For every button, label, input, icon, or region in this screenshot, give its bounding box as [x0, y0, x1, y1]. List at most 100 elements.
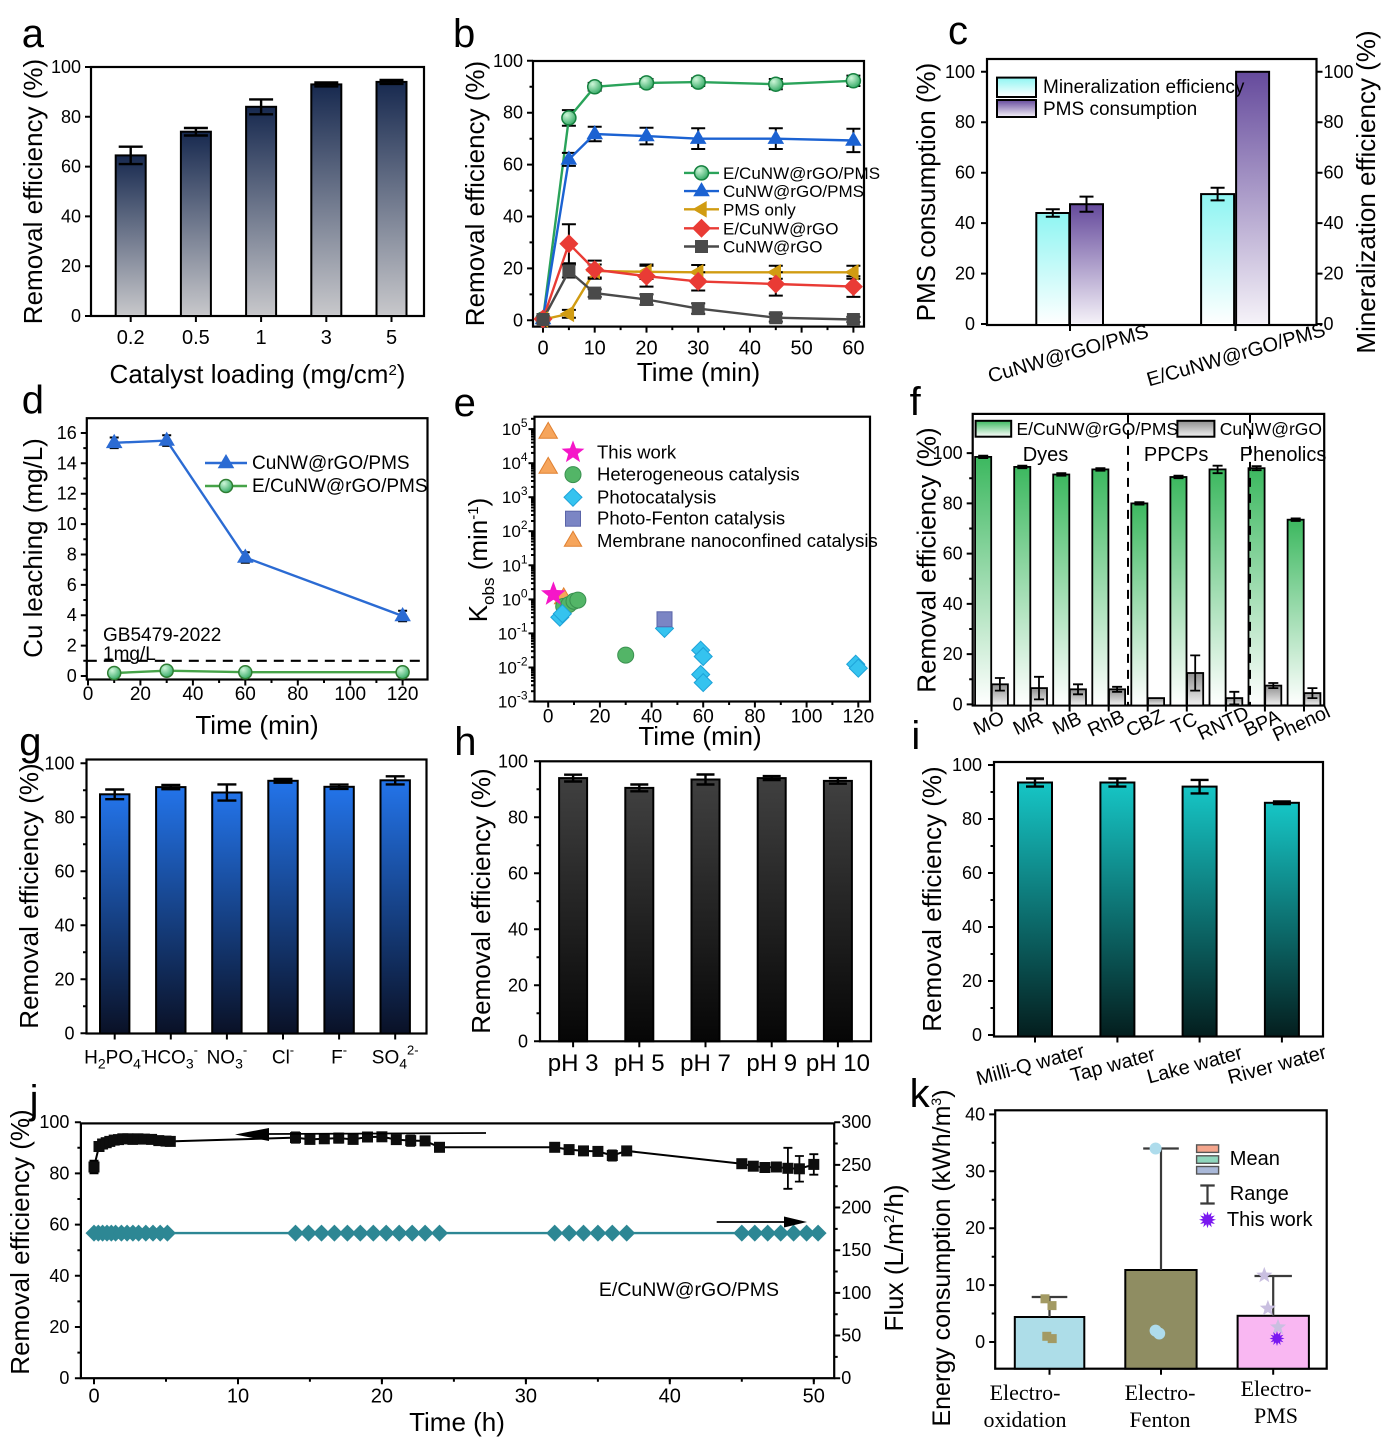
svg-text:40: 40: [965, 1104, 985, 1124]
svg-text:60: 60: [49, 1215, 69, 1235]
svg-text:80: 80: [962, 809, 982, 829]
svg-text:e: e: [454, 381, 476, 425]
svg-text:16: 16: [57, 423, 77, 443]
svg-text:Range: Range: [1230, 1183, 1289, 1205]
svg-text:Time (h): Time (h): [409, 1407, 505, 1437]
svg-text:Time (min): Time (min): [637, 357, 760, 387]
svg-text:60: 60: [508, 863, 528, 883]
svg-text:50: 50: [790, 338, 812, 360]
svg-text:60: 60: [943, 544, 963, 564]
svg-text:pH 5: pH 5: [614, 1050, 665, 1077]
svg-text:Flux (L/m2/h): Flux (L/m2/h): [879, 1184, 909, 1331]
svg-text:100: 100: [945, 62, 975, 82]
svg-text:h: h: [454, 720, 476, 764]
svg-text:0: 0: [965, 314, 975, 334]
svg-text:100: 100: [44, 753, 74, 773]
svg-text:Photo-Fenton catalysis: Photo-Fenton catalysis: [597, 508, 785, 529]
svg-text:100: 100: [498, 751, 528, 771]
svg-text:12: 12: [57, 484, 77, 504]
svg-text:0: 0: [841, 1368, 851, 1388]
svg-text:b: b: [453, 12, 475, 56]
svg-text:20: 20: [589, 707, 610, 728]
svg-text:40: 40: [943, 594, 963, 614]
svg-text:0.2: 0.2: [117, 327, 145, 349]
svg-text:30: 30: [687, 338, 709, 360]
svg-text:Cl-: Cl-: [272, 1043, 294, 1069]
svg-text:Fenton: Fenton: [1129, 1407, 1190, 1432]
svg-text:100: 100: [933, 443, 963, 463]
svg-text:5: 5: [386, 327, 397, 349]
svg-text:Removal efficiency (%): Removal efficiency (%): [466, 768, 496, 1033]
svg-text:PMS consumption (%): PMS consumption (%): [911, 63, 941, 322]
svg-text:E/CuNW@rGO/PMS: E/CuNW@rGO/PMS: [599, 1279, 779, 1301]
svg-text:CuNW@rGO: CuNW@rGO: [723, 238, 822, 257]
svg-text:20: 20: [965, 1218, 985, 1238]
svg-text:20: 20: [130, 684, 151, 705]
svg-text:10: 10: [227, 1386, 249, 1408]
svg-text:PMS: PMS: [1254, 1403, 1298, 1428]
svg-text:Removal efficiency (%): Removal efficiency (%): [917, 766, 947, 1031]
svg-text:60: 60: [61, 157, 81, 177]
svg-text:Removal efficiency (%): Removal efficiency (%): [18, 59, 48, 324]
svg-text:10: 10: [965, 1275, 985, 1295]
svg-text:80: 80: [508, 807, 528, 827]
svg-text:60: 60: [962, 863, 982, 883]
svg-text:Membrane nanoconfined catalysi: Membrane nanoconfined catalysis: [597, 530, 878, 551]
svg-text:CuNW@rGO/PMS: CuNW@rGO/PMS: [723, 182, 864, 201]
svg-text:20: 20: [1324, 264, 1344, 284]
svg-text:Energy consumption (kWh/m3): Energy consumption (kWh/m3): [928, 1089, 956, 1426]
svg-text:100: 100: [952, 755, 982, 775]
svg-text:This work: This work: [597, 441, 677, 462]
svg-text:120: 120: [387, 684, 419, 705]
svg-text:150: 150: [841, 1240, 871, 1260]
svg-text:PMS consumption: PMS consumption: [1043, 99, 1197, 120]
svg-text:60: 60: [693, 707, 714, 728]
svg-text:E/CuNW@rGO/PMS: E/CuNW@rGO/PMS: [252, 476, 428, 497]
svg-text:250: 250: [841, 1155, 871, 1175]
svg-text:CuNW@rGO/PMS: CuNW@rGO/PMS: [252, 453, 410, 474]
svg-text:40: 40: [659, 1386, 681, 1408]
svg-text:0: 0: [513, 310, 523, 330]
svg-text:GB5479-2022: GB5479-2022: [103, 625, 221, 646]
svg-text:pH 3: pH 3: [548, 1050, 599, 1077]
svg-text:40: 40: [955, 213, 975, 233]
svg-text:60: 60: [503, 155, 523, 175]
svg-text:k: k: [910, 1072, 931, 1116]
svg-text:40: 40: [61, 206, 81, 226]
svg-text:80: 80: [49, 1163, 69, 1183]
svg-text:20: 20: [54, 969, 74, 989]
svg-text:E/CuNW@rGO/PMS: E/CuNW@rGO/PMS: [723, 164, 880, 183]
svg-text:60: 60: [54, 861, 74, 881]
svg-text:pH 10: pH 10: [806, 1050, 870, 1077]
svg-text:100: 100: [493, 51, 523, 71]
svg-text:20: 20: [955, 264, 975, 284]
svg-text:80: 80: [943, 493, 963, 513]
svg-text:8: 8: [67, 545, 77, 565]
svg-text:Electro-: Electro-: [1241, 1376, 1312, 1401]
svg-text:0: 0: [972, 1025, 982, 1045]
svg-text:j: j: [29, 1078, 39, 1122]
svg-text:This work: This work: [1227, 1209, 1314, 1231]
svg-text:14: 14: [57, 453, 77, 473]
svg-text:40: 40: [962, 917, 982, 937]
svg-text:60: 60: [235, 684, 256, 705]
svg-text:20: 20: [503, 258, 523, 278]
svg-text:Electro-: Electro-: [1125, 1380, 1196, 1405]
svg-text:100: 100: [791, 707, 823, 728]
svg-text:100: 100: [1324, 62, 1354, 82]
svg-text:Electro-: Electro-: [990, 1380, 1061, 1405]
svg-text:Mean: Mean: [1230, 1148, 1280, 1170]
svg-text:40: 40: [508, 919, 528, 939]
svg-text:80: 80: [287, 684, 308, 705]
svg-text:Heterogeneous catalysis: Heterogeneous catalysis: [597, 464, 800, 485]
svg-text:20: 20: [508, 975, 528, 995]
svg-text:300: 300: [841, 1112, 871, 1132]
svg-text:10: 10: [57, 514, 77, 534]
svg-text:0: 0: [71, 306, 81, 326]
svg-text:20: 20: [635, 338, 657, 360]
svg-text:0: 0: [543, 707, 554, 728]
svg-text:Removal efficiency (%): Removal efficiency (%): [14, 763, 44, 1028]
svg-text:E/CuNW@rGO/PMS: E/CuNW@rGO/PMS: [1017, 419, 1179, 439]
svg-text:Dyes: Dyes: [1023, 444, 1069, 466]
svg-text:4: 4: [67, 605, 77, 625]
